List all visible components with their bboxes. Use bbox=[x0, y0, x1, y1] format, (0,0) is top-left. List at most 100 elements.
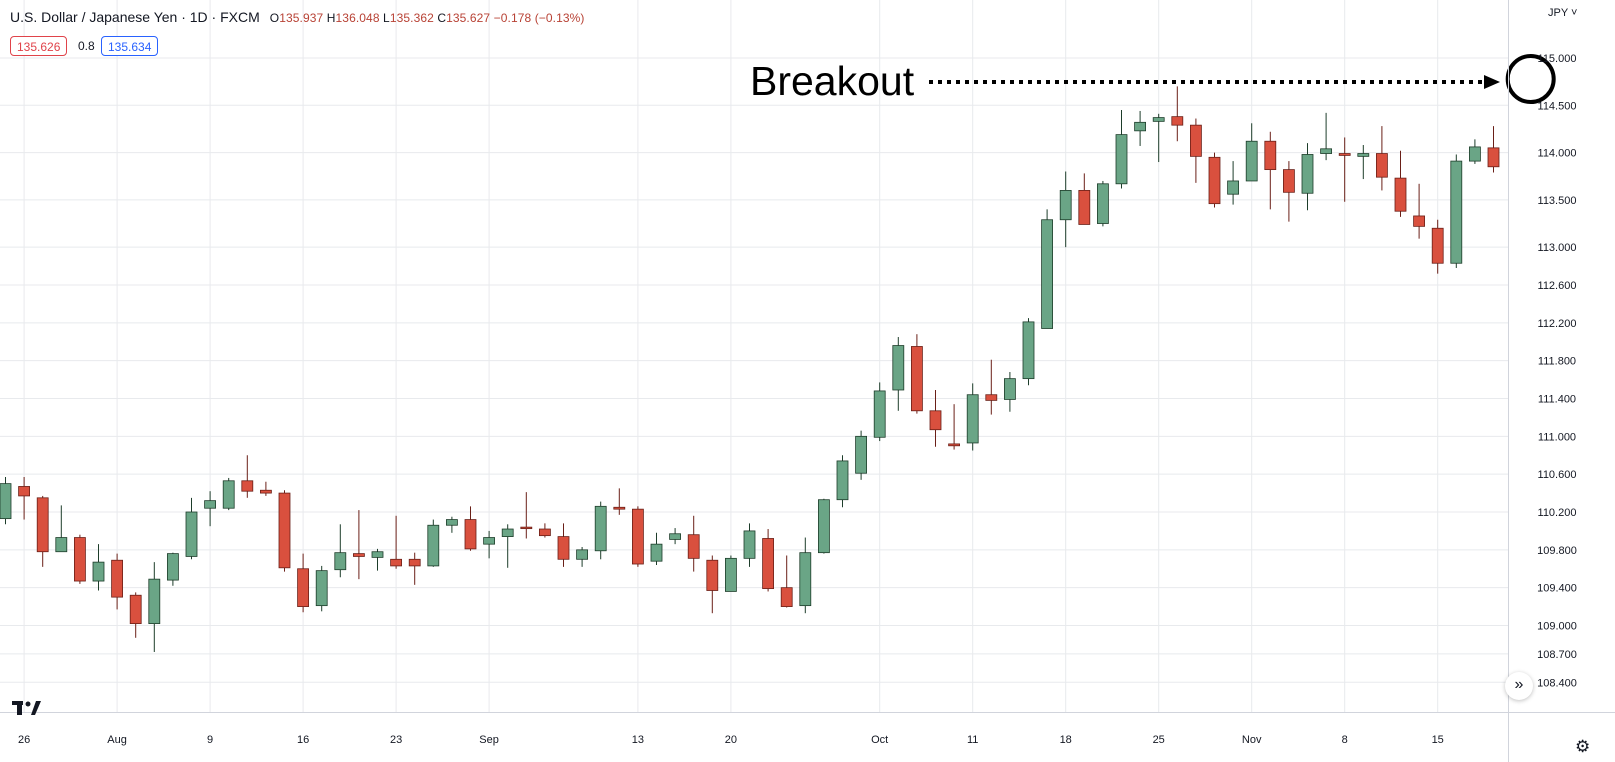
candle-body-down bbox=[1208, 156, 1221, 205]
candle bbox=[743, 523, 756, 567]
candle bbox=[18, 477, 31, 520]
candle-body-down bbox=[911, 346, 923, 412]
y-tick-label: 109.800 bbox=[1537, 545, 1577, 557]
candle-body-up bbox=[669, 533, 681, 540]
candle bbox=[1283, 161, 1295, 222]
breakout-arrow-head bbox=[1484, 75, 1500, 89]
candle-body-up bbox=[1357, 153, 1370, 157]
candle-body-up bbox=[148, 578, 161, 625]
y-tick-label: 115.000 bbox=[1538, 53, 1577, 65]
candle-body-down bbox=[390, 558, 403, 567]
candle-body-down bbox=[557, 536, 570, 560]
candle-body-up bbox=[501, 528, 514, 537]
scroll-to-realtime-button[interactable]: » bbox=[1505, 672, 1533, 700]
candle bbox=[1171, 86, 1184, 142]
chevron-down-icon: ˅ bbox=[1567, 7, 1578, 19]
candle bbox=[613, 488, 626, 515]
candle bbox=[1004, 372, 1016, 412]
candle-body-up bbox=[1115, 134, 1128, 185]
candle bbox=[557, 523, 570, 567]
candle bbox=[1357, 145, 1370, 180]
low-value: 135.362 bbox=[389, 11, 434, 25]
candle-body-up bbox=[315, 570, 328, 607]
candle-body-up bbox=[0, 483, 12, 520]
candle-body-up bbox=[1097, 183, 1109, 224]
candle-body-up bbox=[818, 499, 830, 554]
open-value: 135.937 bbox=[279, 11, 324, 25]
candle-body-down bbox=[297, 568, 310, 607]
candle-body-up bbox=[836, 460, 849, 501]
candle bbox=[1152, 113, 1165, 163]
x-tick-label: 13 bbox=[632, 734, 644, 746]
candle bbox=[1097, 180, 1109, 227]
high-value: 136.048 bbox=[335, 11, 380, 25]
candle-body-down bbox=[1078, 190, 1091, 225]
candle-body-up bbox=[799, 552, 812, 607]
candle bbox=[576, 546, 588, 567]
candle bbox=[1041, 209, 1053, 329]
candle bbox=[818, 498, 830, 554]
candle-body-up bbox=[222, 480, 235, 509]
candle bbox=[873, 382, 886, 442]
candle-body-down bbox=[408, 558, 421, 567]
candles bbox=[0, 86, 1500, 652]
candle-body-down bbox=[1190, 124, 1202, 157]
candle-body-down bbox=[352, 553, 365, 557]
y-tick-label: 108.700 bbox=[1537, 649, 1577, 661]
candle-body-down bbox=[1376, 153, 1388, 178]
y-tick-label: 108.400 bbox=[1537, 677, 1577, 689]
settings-button[interactable]: ⚙ bbox=[1575, 737, 1590, 757]
tradingview-logo-icon[interactable] bbox=[12, 700, 44, 721]
candle-body-down bbox=[613, 506, 626, 510]
candle bbox=[1190, 118, 1202, 183]
x-tick-label: 11 bbox=[967, 734, 978, 746]
spread-value: 0.8 bbox=[78, 39, 95, 53]
change-value: −0.178 (−0.13%) bbox=[493, 11, 585, 25]
y-tick-label: 112.600 bbox=[1538, 280, 1577, 292]
candle bbox=[1059, 171, 1072, 248]
candle-body-down bbox=[780, 587, 793, 607]
candle bbox=[948, 404, 960, 450]
candle-body-down bbox=[1171, 116, 1184, 126]
candle-body-down bbox=[1431, 227, 1444, 264]
x-tick-label: 20 bbox=[725, 734, 737, 746]
candle bbox=[762, 529, 774, 592]
candle-body-up bbox=[92, 561, 105, 582]
candle bbox=[259, 481, 272, 496]
candle bbox=[836, 455, 849, 508]
symbol-title[interactable]: U.S. Dollar / Japanese Yen · 1D · FXCM bbox=[10, 9, 260, 25]
y-tick-label: 111.000 bbox=[1538, 431, 1576, 443]
candle bbox=[929, 389, 942, 447]
currency-selector[interactable]: JPY ˅ bbox=[1548, 7, 1577, 19]
sell-price-button[interactable]: 135.626 bbox=[10, 36, 68, 56]
buy-price-button[interactable]: 135.634 bbox=[101, 36, 159, 56]
chart-legend: U.S. Dollar / Japanese Yen · 1D · FXCM O… bbox=[10, 9, 585, 25]
grid bbox=[0, 0, 1508, 712]
candle bbox=[1450, 154, 1463, 268]
candle-body-up bbox=[371, 551, 384, 558]
candle bbox=[1134, 110, 1146, 146]
candle-body-up bbox=[185, 511, 198, 557]
candle-body-up bbox=[483, 537, 496, 545]
candle-body-down bbox=[762, 538, 774, 590]
candle bbox=[1227, 161, 1239, 205]
candle bbox=[520, 492, 533, 539]
candle-body-up bbox=[1152, 117, 1165, 122]
candle bbox=[1431, 219, 1444, 274]
candle-body-up bbox=[725, 557, 737, 592]
candle-body-up bbox=[55, 537, 68, 553]
candle bbox=[1115, 110, 1128, 189]
candle bbox=[650, 532, 663, 565]
candle-body-up bbox=[166, 553, 179, 581]
candle-body-up bbox=[445, 519, 458, 526]
candle bbox=[36, 495, 49, 567]
candle bbox=[334, 524, 347, 578]
x-tick-label: Sep bbox=[479, 734, 499, 746]
candle bbox=[129, 592, 142, 638]
candle-body-up bbox=[334, 552, 347, 571]
candle bbox=[222, 477, 235, 511]
candle-body-down bbox=[241, 480, 254, 492]
